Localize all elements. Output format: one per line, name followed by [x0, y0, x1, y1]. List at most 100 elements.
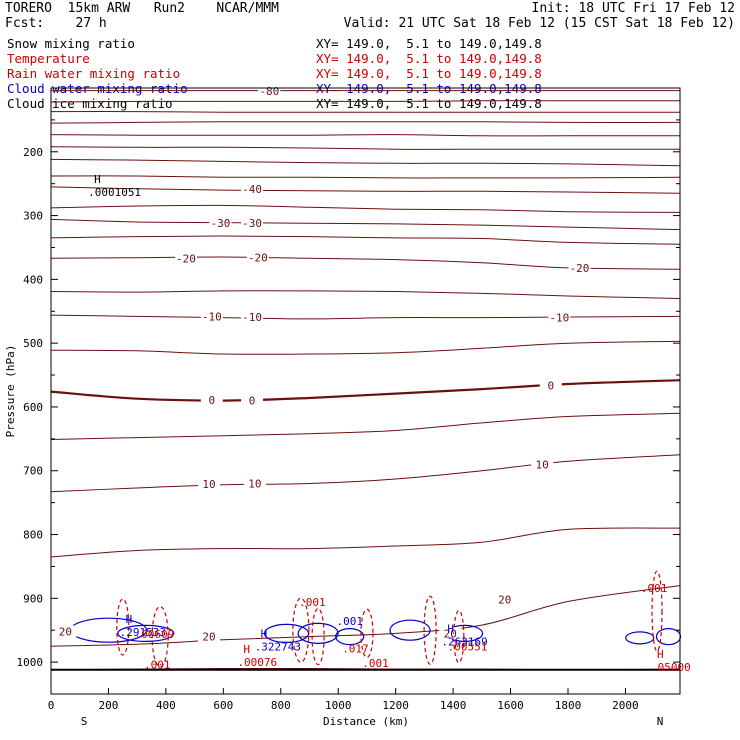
x-tick-label: 1800	[555, 699, 582, 712]
contour-label-bg	[243, 477, 266, 490]
mixing-ratio-label: .001	[299, 596, 326, 609]
field-xy-temperature: XY= 149.0, 5.1 to 149.0,149.8	[316, 51, 542, 66]
cloud-water-max-marker: H	[261, 628, 268, 641]
isotherm-line	[50, 175, 681, 179]
isotherm-line	[50, 585, 681, 647]
cloud-water-contour	[389, 619, 431, 641]
rain-water-max-marker: H	[657, 648, 664, 661]
isotherm-line	[50, 146, 680, 150]
y-tick-label: 500	[23, 337, 43, 350]
rain-water-contour	[423, 595, 437, 665]
rain-water-max-value: .05000	[651, 661, 691, 674]
contour-label-bg	[241, 311, 264, 324]
valid-time: Valid: 21 UTC Sat 18 Feb 12 (15 CST Sat …	[343, 16, 735, 31]
cloud-water-contour	[625, 631, 655, 645]
y-tick-label: 800	[23, 529, 43, 542]
isotherm-line	[50, 235, 681, 245]
contour-label: 20	[498, 594, 511, 607]
contour-label: 0	[547, 379, 554, 392]
y-tick-label: 900	[23, 592, 43, 605]
axes: 0 200 400 600 800 1000 1200 1400 1600 1800 2000200…	[17, 87, 680, 712]
plot-frame	[50, 87, 681, 695]
contour-label: -30	[242, 217, 262, 230]
isotherm-line	[50, 340, 681, 355]
contour-label: 10	[248, 477, 261, 490]
isotherm-line	[50, 454, 681, 493]
field-name-cloud-ice: Cloud ice mixing ratio	[7, 96, 173, 111]
contour-label: -20	[176, 252, 196, 265]
contour-label-bg	[241, 217, 264, 230]
cloud-water-max-value: .263169	[441, 636, 487, 649]
isotherm-line	[50, 412, 681, 440]
cloud-water-contour	[297, 622, 339, 645]
isotherm-line	[50, 100, 680, 103]
x-tick-label: 1600	[497, 699, 524, 712]
rain-water-contour	[360, 608, 374, 659]
rain-water-max-marker: H	[243, 643, 250, 656]
contour-label-bg	[531, 458, 554, 471]
contour-label: -30	[211, 217, 231, 230]
mixing-ratio-label: .00609	[135, 628, 175, 641]
rain-water-contour	[292, 597, 310, 663]
x-tick-label: 1000	[325, 699, 352, 712]
cloud-water-contour	[655, 627, 682, 646]
south-end-label: S	[81, 715, 88, 728]
y-axis-label: Pressure (hPa)	[4, 345, 17, 438]
contour-label: -40	[242, 183, 262, 196]
snow-max-value: .0001051	[88, 186, 141, 199]
mixing-ratio-label: .001	[336, 615, 363, 628]
isotherm-line	[50, 527, 681, 558]
y-tick-label: 300	[23, 210, 43, 223]
contour-label: 0	[209, 394, 216, 407]
contour-labels: -80 -40 -30 -30 -20 -20 -20 -10 -10 -10 0 0 0 10 10 10 2…	[54, 85, 691, 674]
isotherm-line	[50, 158, 681, 167]
rain-water-contour	[453, 609, 465, 664]
y-tick-label: 600	[23, 401, 43, 414]
run-title: TORERO 15km ARW Run2 NCAR/MMM	[5, 1, 279, 16]
isotherm-line	[50, 379, 681, 402]
cloud-water-contour	[335, 627, 365, 646]
isotherm-line	[50, 186, 681, 194]
contour-label: -20	[570, 262, 590, 275]
x-tick-label: 2000	[612, 699, 639, 712]
mixing-ratio-label: .001	[641, 582, 668, 595]
contour-label-bg	[174, 252, 197, 265]
isotherm-line	[50, 256, 681, 270]
north-end-label: N	[657, 715, 664, 728]
temperature-contours	[50, 90, 681, 671]
mixing-ratio-label: .001	[144, 658, 171, 671]
cloud-water-max-value: .322743	[255, 641, 301, 654]
x-axis-label: Distance (km)	[323, 715, 409, 728]
x-tick-label: 1400	[440, 699, 467, 712]
isotherm-line	[50, 204, 681, 213]
contour-label-bg	[246, 251, 269, 264]
contour-label-bg	[241, 394, 264, 407]
contour-label-bg	[568, 261, 591, 274]
field-xy-rain: XY= 149.0, 5.1 to 149.0,149.8	[316, 66, 542, 81]
contour-label-bg	[241, 182, 264, 195]
rain-water-contour	[651, 570, 663, 652]
x-tick-label: 0	[48, 699, 55, 712]
mixing-ratio-label: .00551	[448, 641, 488, 654]
contour-label-bg	[548, 311, 571, 324]
cloud-water-max-value: .291533	[120, 626, 166, 639]
rain-water-contour	[116, 598, 130, 656]
rain-water-max-value: .00076	[237, 656, 277, 669]
field-xy-snow: XY= 149.0, 5.1 to 149.0,149.8	[316, 36, 542, 51]
x-tick-label: 200	[99, 699, 119, 712]
mixing-ratio-label: .017	[342, 643, 369, 656]
field-name-rain: Rain water mixing ratio	[7, 66, 181, 81]
contour-label: 10	[536, 458, 549, 471]
isotherm-line	[50, 121, 681, 124]
field-xy-cloud-ice: XY= 149.0, 5.1 to 149.0,149.8	[316, 96, 542, 111]
contour-label: 20	[202, 631, 215, 644]
x-tick-label: 600	[213, 699, 233, 712]
y-tick-label: 200	[23, 146, 43, 159]
init-time: Init: 18 UTC Fri 17 Feb 12	[531, 1, 736, 16]
isotherm-line	[50, 314, 681, 320]
cloud-water-max-marker: H	[126, 613, 133, 626]
contour-label-bg	[54, 625, 77, 638]
isotherm-line	[50, 290, 681, 299]
field-name-snow: Snow mixing ratio	[7, 36, 135, 51]
